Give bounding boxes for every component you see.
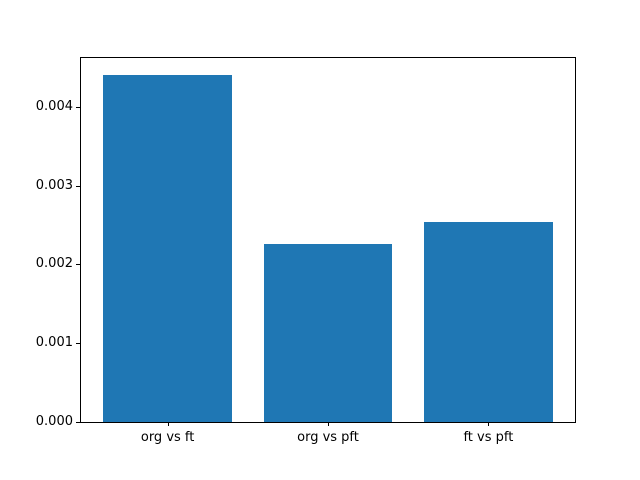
y-tick-label: 0.002 [35,256,73,272]
bar-org-vs-ft [103,75,232,422]
x-tick-label: org vs ft [140,430,195,445]
y-tick-mark [76,106,80,108]
plot-area [80,57,576,423]
y-tick-label: 0.001 [35,335,73,351]
x-tick-label: ft vs pft [463,430,514,445]
y-tick-mark [76,343,80,345]
bar-org-vs-pft [263,243,393,422]
x-tick-mark [167,422,169,426]
x-tick-label: org vs pft [297,430,359,445]
y-tick-mark [76,422,80,423]
x-tick-mark [328,422,329,426]
y-tick-label: 0.003 [35,177,73,193]
x-tick-mark [488,422,490,426]
bar-ft-vs-pft [424,221,553,422]
y-tick-label: 0.004 [35,98,73,114]
y-tick-mark [76,185,80,187]
y-tick-mark [76,264,80,266]
y-tick-label: 0.000 [35,414,73,429]
